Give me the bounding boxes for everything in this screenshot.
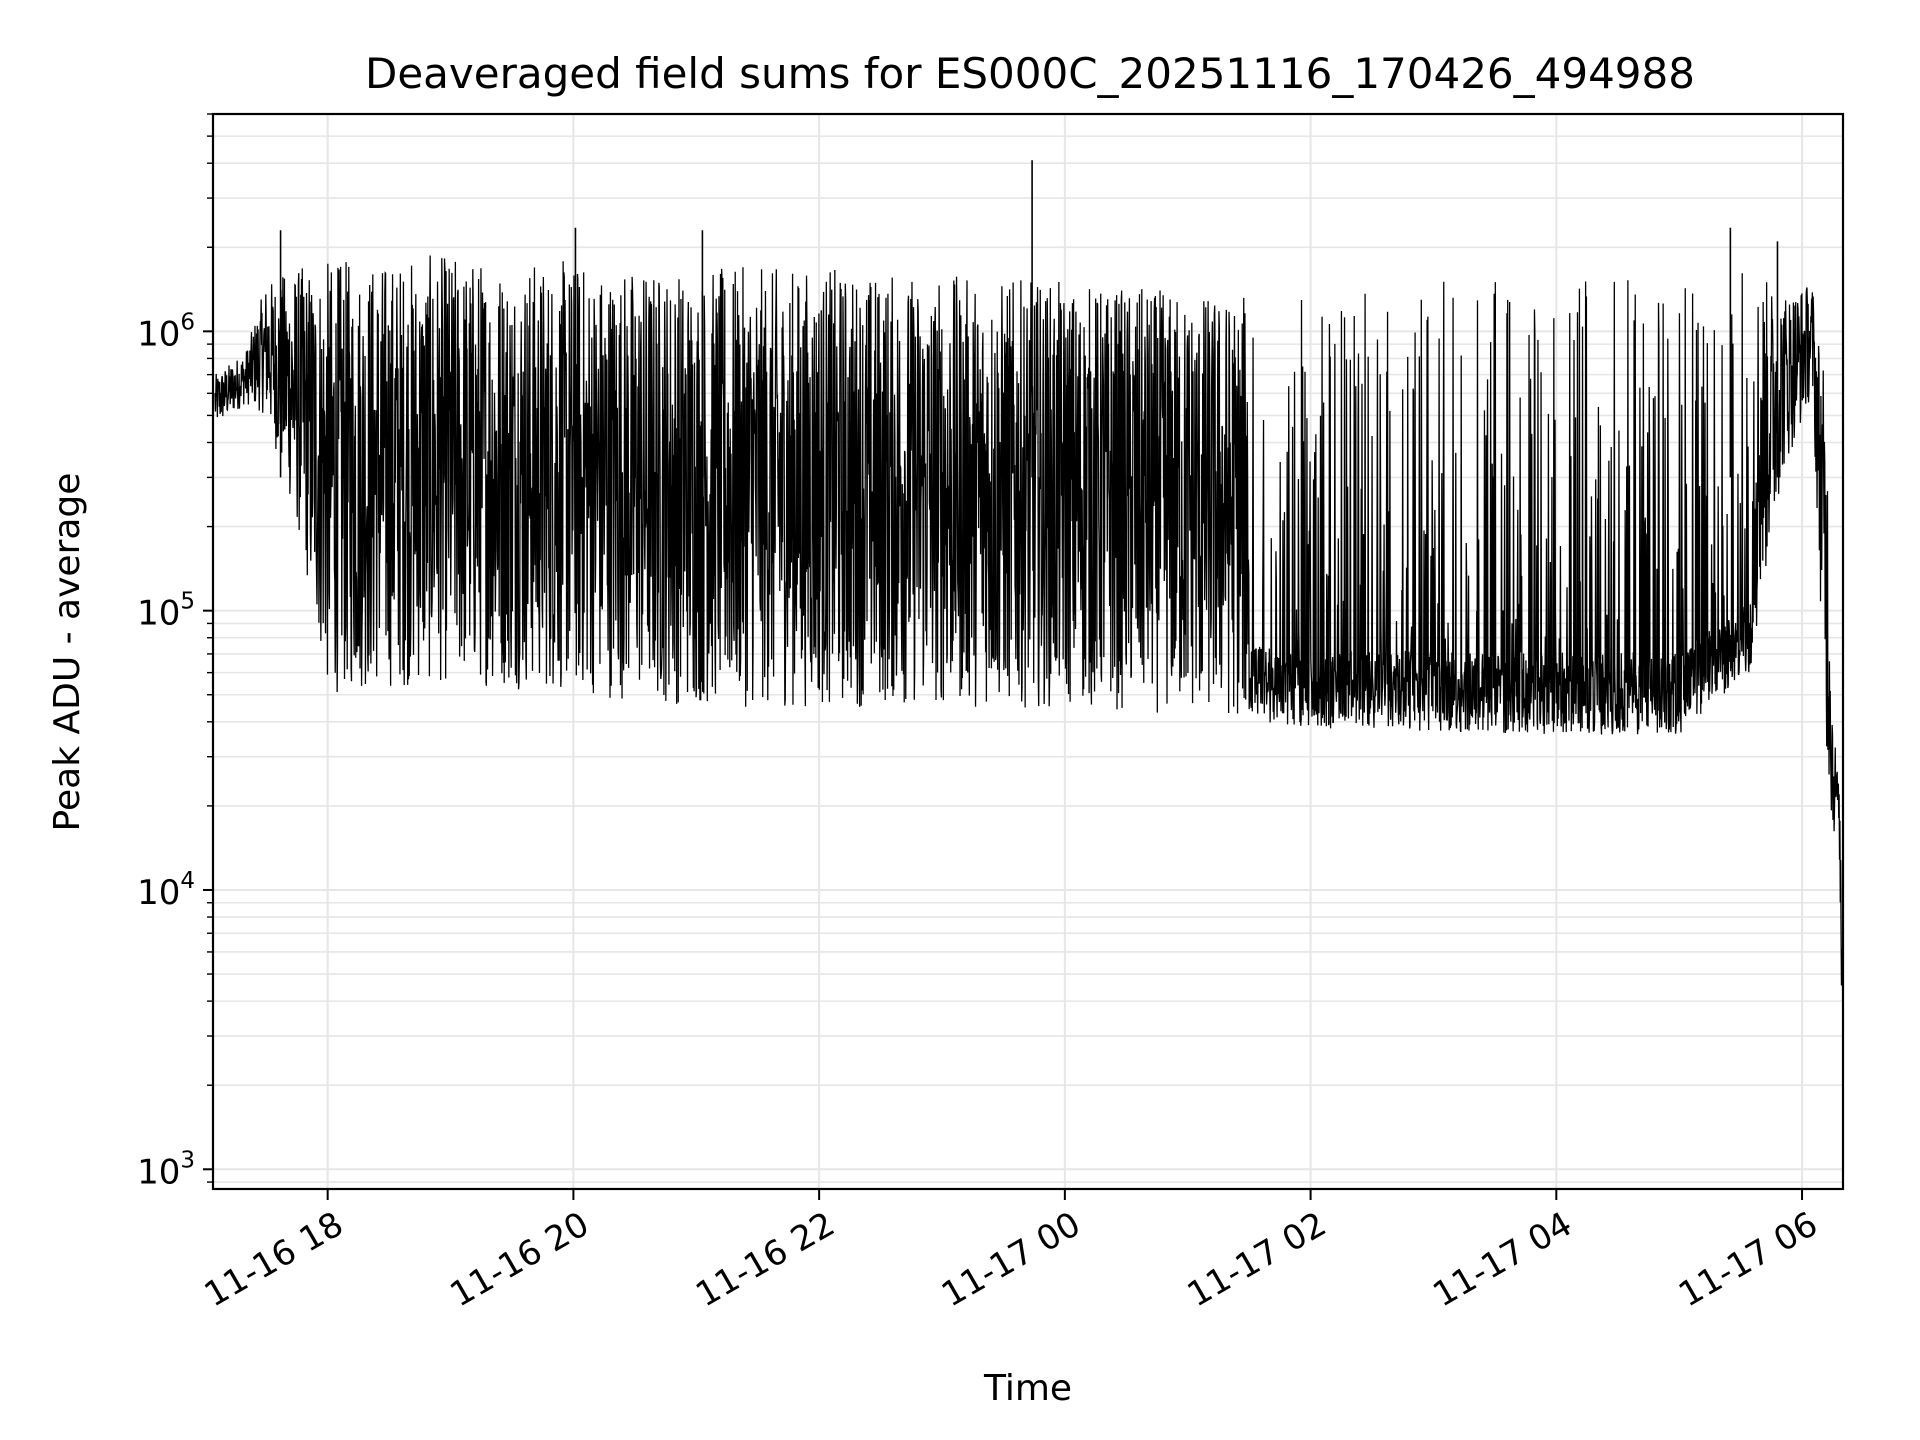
x-tick-label: 11-16 20 <box>444 1204 596 1315</box>
x-tick-label: 11-17 02 <box>1181 1204 1333 1315</box>
x-tick-label: 11-17 04 <box>1426 1204 1578 1315</box>
x-tick-label: 11-17 00 <box>935 1204 1087 1315</box>
y-tick-label: 104 <box>137 868 195 913</box>
plot-frame <box>211 112 1845 1191</box>
x-axis-label: Time <box>983 1368 1072 1409</box>
series-line <box>214 255 1844 1099</box>
x-tick-label: 11-16 18 <box>198 1204 350 1315</box>
chart-title: Deaveraged field sums for ES000C_2025111… <box>365 49 1695 98</box>
series-spikes <box>279 160 1779 478</box>
y-tick-label: 106 <box>137 309 195 354</box>
x-tick-label: 11-16 22 <box>689 1204 841 1315</box>
y-axis-label: Peak ADU - average <box>47 473 88 832</box>
y-tick-label: 105 <box>137 589 195 634</box>
series-path <box>214 255 1844 1099</box>
y-tick-label: 103 <box>137 1147 195 1192</box>
x-tick-label: 11-17 06 <box>1672 1204 1824 1315</box>
